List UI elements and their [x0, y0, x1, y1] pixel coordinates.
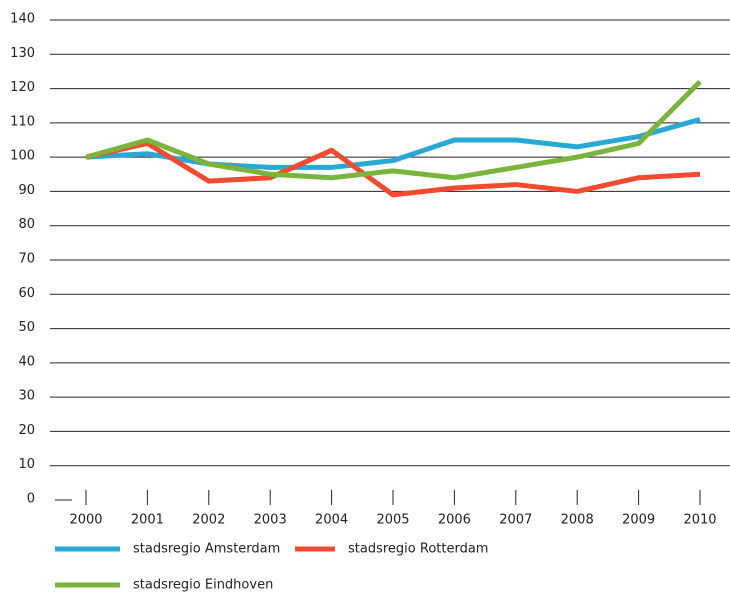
- x-tick-label: 2003: [254, 513, 287, 528]
- y-tick-label: 80: [18, 217, 35, 232]
- y-tick-label: 40: [18, 354, 35, 369]
- x-tick-label: 2008: [561, 513, 594, 528]
- legend-label: stadsregio Eindhoven: [133, 578, 273, 593]
- x-tick-label: 2010: [683, 513, 716, 528]
- y-tick-label: 30: [18, 389, 35, 404]
- y-tick-label: 10: [18, 457, 35, 472]
- x-tick-label: 2009: [622, 513, 655, 528]
- series-line: [85, 140, 701, 198]
- y-tick-label: 60: [18, 286, 35, 301]
- x-tick-label: 2001: [131, 513, 164, 528]
- y-tick-label: 140: [10, 12, 35, 27]
- x-tick-label: 2005: [376, 513, 409, 528]
- x-tick-label: 2004: [315, 513, 348, 528]
- y-tick-label: 110: [10, 114, 35, 129]
- y-tick-label: 50: [18, 320, 35, 335]
- x-tick-label: 2000: [69, 513, 102, 528]
- y-tick-label: 70: [18, 252, 35, 267]
- x-tick-label: 2007: [499, 513, 532, 528]
- legend-label: stadsregio Amsterdam: [133, 542, 280, 557]
- series-line: [85, 117, 701, 170]
- series-line: [85, 79, 702, 181]
- x-tick-label: 2006: [438, 513, 471, 528]
- y-tick-label: 120: [10, 80, 35, 95]
- y-tick-label: 90: [18, 183, 35, 198]
- y-tick-label: 20: [18, 423, 35, 438]
- y-tick-label: 100: [10, 149, 35, 164]
- y-tick-label: 130: [10, 46, 35, 61]
- y-tick-label: 0: [27, 492, 35, 507]
- legend-label: stadsregio Rotterdam: [348, 542, 488, 557]
- x-tick-label: 2002: [192, 513, 225, 528]
